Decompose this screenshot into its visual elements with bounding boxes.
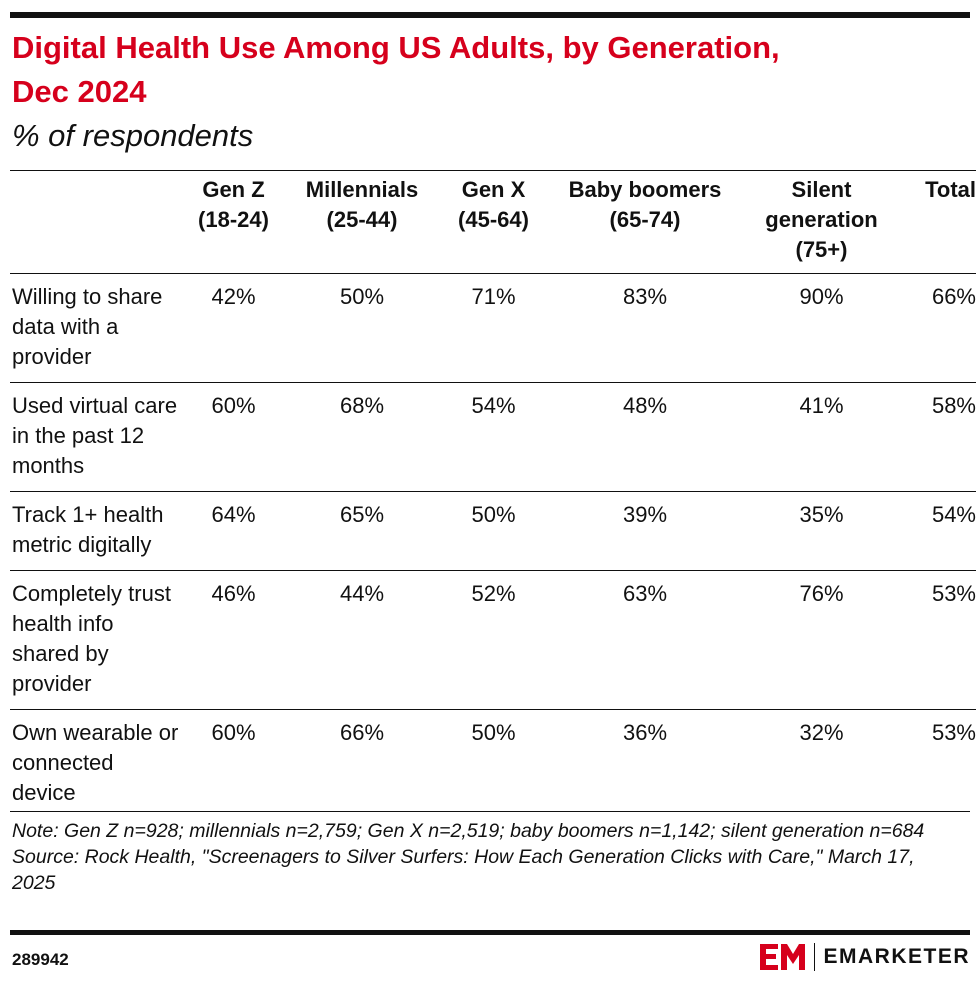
cell: 66% — [282, 709, 442, 818]
cell: 53% — [898, 709, 976, 818]
column-header: Gen Z (18-24) — [185, 170, 282, 274]
cell: 54% — [898, 491, 976, 571]
column-header-line: generation — [765, 207, 878, 232]
column-header-line: Millennials — [305, 177, 419, 202]
cell: 71% — [442, 273, 545, 383]
corner — [10, 170, 185, 274]
cell: 36% — [545, 709, 745, 818]
header-row: Gen Z (18-24) Millennials (25-44) Gen X (45-6… — [10, 170, 976, 274]
row-label: Track 1+ health metric digitally — [10, 491, 185, 571]
cell: 83% — [545, 273, 745, 383]
cell: 46% — [185, 570, 282, 710]
cell: 50% — [442, 491, 545, 571]
logo-text: EMARKETER — [823, 945, 970, 968]
column-header-line: Total — [925, 177, 976, 202]
cell: 44% — [282, 570, 442, 710]
notes: Note: Gen Z n=928; millennials n=2,759; … — [12, 818, 952, 896]
logo: EMARKETER — [760, 942, 970, 972]
row-label: Own wearable or connected device — [10, 709, 185, 818]
table-row: Completely trust health info shared by p… — [10, 570, 976, 710]
column-header-line: Baby boomers — [568, 177, 722, 202]
cell: 42% — [185, 273, 282, 383]
column-header: Millennials (25-44) — [282, 170, 442, 274]
cell: 64% — [185, 491, 282, 571]
cell: 35% — [745, 491, 898, 571]
column-header: Baby boomers (65-74) — [545, 170, 745, 274]
column-header-line: (25-44) — [326, 207, 398, 232]
row-label: Completely trust health info shared by p… — [10, 570, 185, 710]
column-header-line: Gen X — [461, 177, 526, 202]
column-header: Gen X (45-64) — [442, 170, 545, 274]
data-table: Gen Z (18-24) Millennials (25-44) Gen X (45-6… — [10, 170, 976, 818]
subtitle: % of respondents — [12, 118, 254, 153]
bottom-rule — [10, 930, 970, 935]
cell: 52% — [442, 570, 545, 710]
cell: 60% — [185, 382, 282, 492]
cell: 50% — [442, 709, 545, 818]
chart-id: 289942 — [12, 950, 69, 969]
table-row: Track 1+ health metric digitally 64% 65% 50… — [10, 491, 976, 571]
top-rule — [10, 12, 970, 18]
table-bottom-rule — [10, 811, 970, 812]
table-row: Willing to share data with a provider 42%… — [10, 273, 976, 383]
cell: 53% — [898, 570, 976, 710]
column-header: Total — [898, 170, 976, 274]
logo-divider — [814, 943, 816, 971]
cell: 48% — [545, 382, 745, 492]
cell: 76% — [745, 570, 898, 710]
column-header-line: (65-74) — [609, 207, 681, 232]
cell: 41% — [745, 382, 898, 492]
note: Note: Gen Z n=928; millennials n=2,759; … — [12, 820, 925, 842]
cell: 54% — [442, 382, 545, 492]
table-row: Used virtual care in the past 12 months 6… — [10, 382, 976, 492]
cell: 66% — [898, 273, 976, 383]
logo-mark — [760, 944, 806, 970]
column-header-line: (18-24) — [198, 207, 269, 232]
cell: 32% — [745, 709, 898, 818]
cell: 90% — [745, 273, 898, 383]
cell: 63% — [545, 570, 745, 710]
source: Source: Rock Health, "Screenagers to Sil… — [12, 846, 915, 894]
cell: 68% — [282, 382, 442, 492]
column-header-line: Silent — [791, 177, 852, 202]
cell: 39% — [545, 491, 745, 571]
table-row: Own wearable or connected device 60% 66% 50… — [10, 709, 976, 818]
cell: 60% — [185, 709, 282, 818]
column-header-line: Gen Z — [202, 177, 265, 202]
cell: 50% — [282, 273, 442, 383]
column-header-line: (45-64) — [458, 207, 529, 232]
cell: 65% — [282, 491, 442, 571]
row-label: Willing to share data with a provider — [10, 273, 185, 383]
column-header: Silent generation (75+) — [745, 170, 898, 274]
row-label: Used virtual care in the past 12 months — [10, 382, 185, 492]
column-header-line: (75+) — [795, 237, 848, 262]
cell: 58% — [898, 382, 976, 492]
title: Digital Health Use Among US Adults, by G… — [12, 30, 780, 109]
